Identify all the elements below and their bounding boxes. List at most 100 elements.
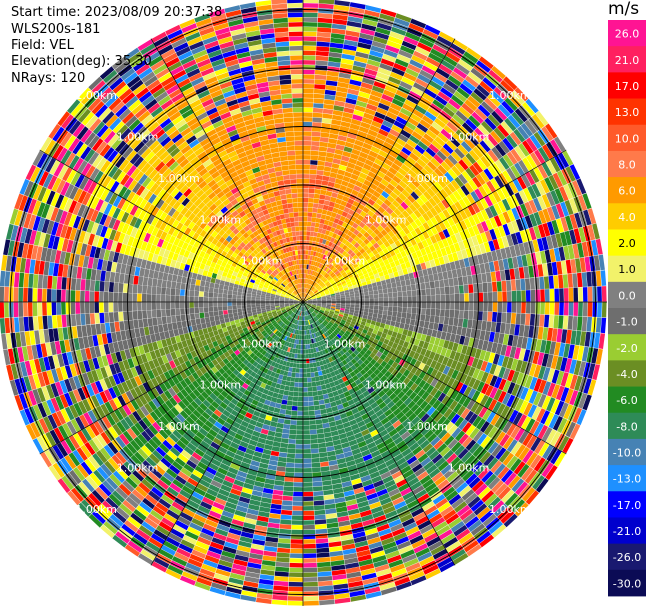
ppi-gate — [366, 331, 373, 337]
ppi-gate — [154, 483, 167, 494]
ppi-gate — [258, 583, 274, 590]
ppi-gate — [321, 475, 332, 482]
ppi-gate — [474, 483, 488, 496]
ppi-gate — [471, 390, 481, 402]
ppi-gate — [225, 368, 233, 376]
ppi-gate — [541, 462, 554, 478]
ppi-gate — [420, 334, 427, 342]
ppi-gate — [555, 233, 563, 248]
ppi-gate — [479, 451, 491, 464]
ppi-gate — [322, 286, 328, 291]
ppi-gate — [131, 489, 145, 501]
ppi-gate — [367, 315, 373, 321]
ppi-ray — [303, 5, 382, 302]
ppi-gate — [108, 493, 122, 507]
ppi-gate — [363, 288, 369, 293]
ppi-gate — [337, 169, 346, 176]
ppi-gate — [424, 416, 434, 426]
ppi-gate — [436, 443, 448, 454]
ppi-gate — [532, 351, 540, 365]
ppi-gate — [303, 292, 304, 298]
ppi-gate — [517, 125, 530, 140]
ppi-gate — [450, 71, 465, 83]
ppi-gate — [286, 331, 290, 337]
ppi-gate — [418, 215, 426, 225]
ppi-gate — [393, 302, 398, 307]
ppi-gate — [482, 282, 488, 293]
ppi-gate — [245, 513, 258, 520]
ppi-gate — [256, 401, 264, 409]
ppi-gate — [300, 306, 302, 311]
ppi-gate — [304, 269, 307, 274]
ppi-gate — [350, 118, 362, 126]
ppi-gate — [287, 596, 303, 601]
ppi-gate — [361, 572, 377, 581]
ppi-gate — [424, 505, 438, 516]
ppi-gate — [232, 563, 247, 572]
ppi-gate — [303, 159, 311, 165]
ppi-gate — [280, 404, 287, 410]
ppi-gate — [381, 190, 390, 199]
ppi-gate — [281, 317, 286, 321]
ppi-gate — [360, 257, 367, 264]
ppi-gate — [180, 467, 192, 477]
ppi-gate — [377, 364, 384, 372]
ppi-gate — [373, 355, 380, 362]
ppi-gate — [373, 375, 380, 383]
ppi-gate — [493, 388, 503, 401]
ppi-gate — [172, 479, 184, 489]
ppi-gate — [400, 280, 406, 287]
ppi-gate — [464, 75, 479, 88]
ppi-gate — [514, 427, 525, 442]
ppi-gate — [388, 76, 401, 85]
ppi-gate — [522, 432, 533, 447]
ppi-ray — [303, 302, 412, 591]
ppi-gate — [329, 288, 334, 292]
ppi-gate — [375, 198, 384, 206]
ppi-gate — [485, 219, 494, 231]
ppi-gate — [344, 240, 351, 247]
ppi-gate — [504, 97, 518, 111]
ppi-gate — [383, 89, 396, 98]
ppi-gate — [340, 307, 345, 311]
ppi-gate — [264, 357, 270, 364]
ppi-gate — [326, 269, 332, 274]
ppi-gate — [304, 293, 308, 298]
ppi-gate — [314, 84, 326, 90]
ppi-gate — [341, 155, 350, 162]
ppi-gate — [161, 494, 174, 505]
ppi-gate — [328, 541, 342, 548]
ppi-gate — [282, 360, 287, 366]
ppi-gate — [514, 244, 521, 257]
ppi-gate — [310, 334, 313, 339]
ppi-gate — [310, 160, 318, 165]
ppi-gate — [521, 416, 532, 430]
ppi-gate — [339, 309, 345, 313]
ppi-gate — [307, 297, 312, 301]
ppi-gate — [434, 315, 440, 324]
ppi-gate — [569, 229, 577, 245]
ppi-gate — [194, 487, 206, 497]
ppi-gate — [270, 450, 280, 457]
ppi-gate — [285, 381, 291, 387]
ppi-gate — [363, 231, 370, 239]
ppi-gate — [437, 178, 447, 189]
ppi-gate — [577, 194, 588, 211]
ppi-gate — [357, 554, 372, 562]
ppi-gate — [306, 295, 311, 299]
ppi-gate — [308, 314, 312, 319]
ppi-gate — [469, 302, 474, 311]
ppi-gate — [530, 152, 541, 167]
ppi-gate — [376, 72, 390, 81]
ppi-gate — [384, 409, 393, 417]
ppi-gate — [345, 566, 361, 574]
ppi-gate — [534, 439, 546, 455]
ppi-gate — [507, 114, 521, 129]
ppi-gate — [493, 203, 503, 215]
ppi-gate — [409, 571, 425, 581]
ppi-gate — [463, 365, 472, 375]
ppi-gate — [255, 351, 262, 358]
ppi-gate — [288, 311, 293, 315]
ppi-gate — [440, 432, 451, 443]
ppi-gate — [378, 467, 390, 476]
